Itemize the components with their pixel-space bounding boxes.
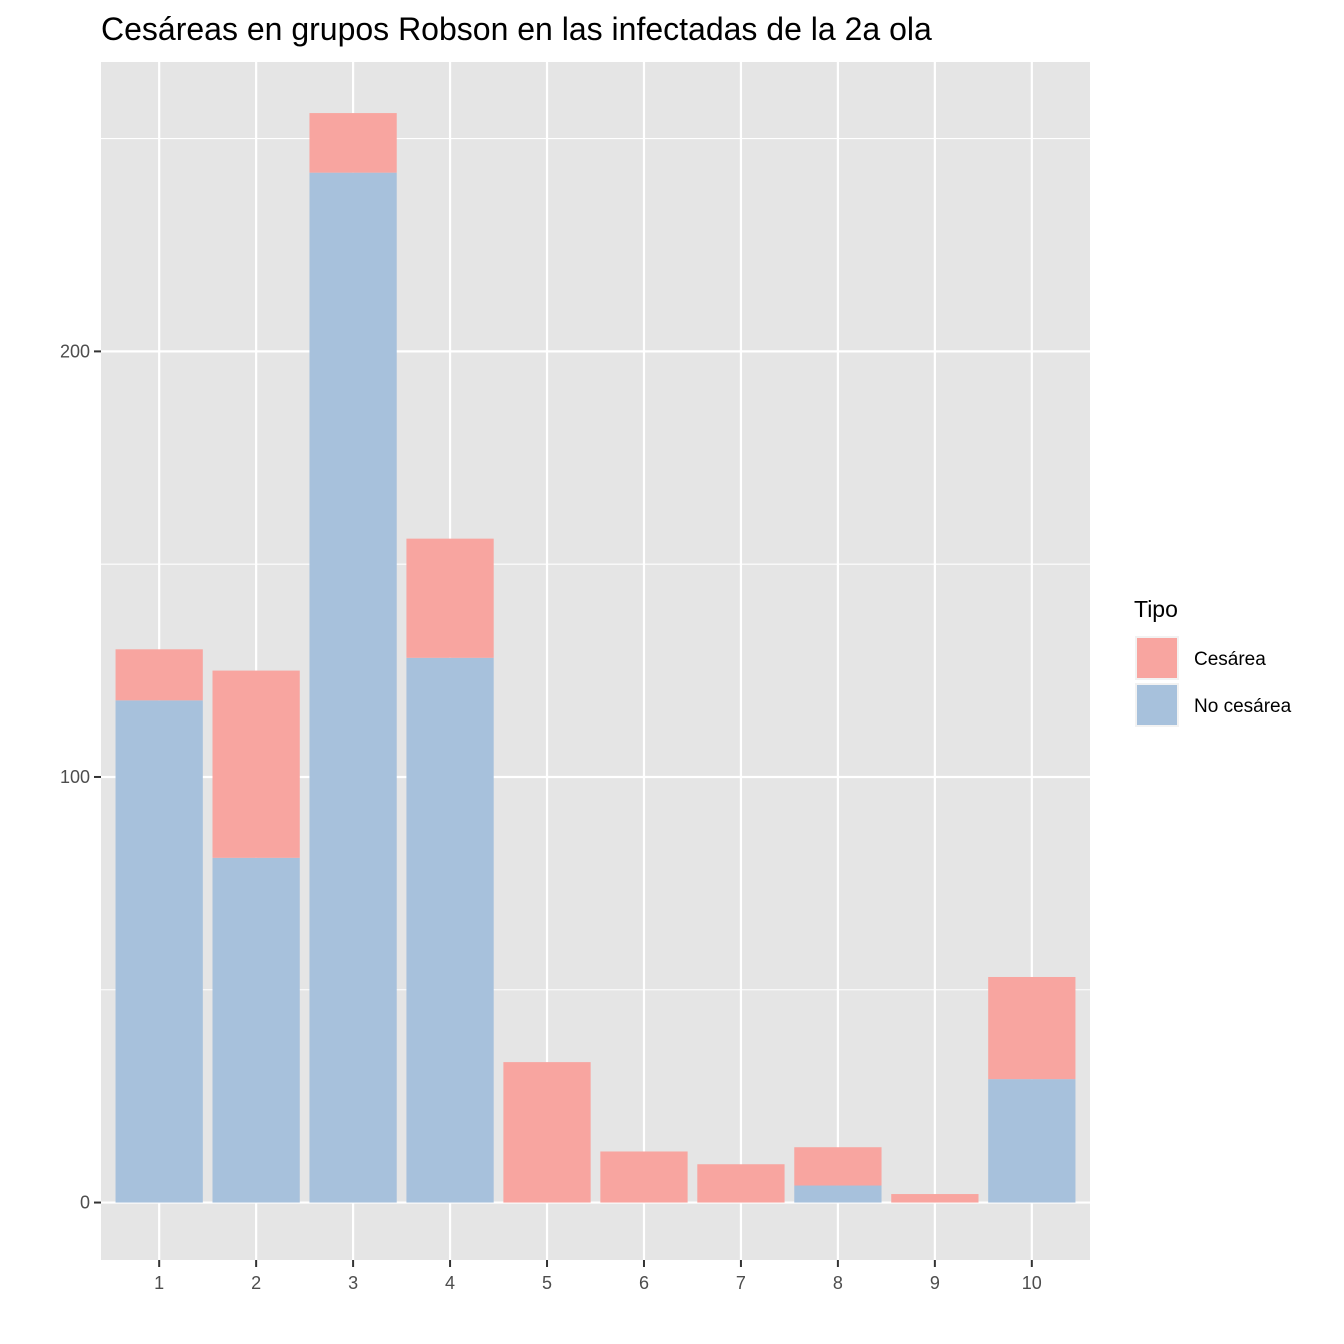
legend-swatch-0: [1137, 638, 1177, 678]
y-tick-label-0: 0: [80, 1193, 90, 1213]
x-axis: 1 2 3 4 5 6 7 8 9 10: [154, 1260, 1042, 1293]
bar-cesarea-5: [503, 1062, 591, 1203]
chart-title: Cesáreas en grupos Robson en las infecta…: [101, 11, 932, 47]
legend-label-0: Cesárea: [1194, 649, 1266, 670]
x-tick-label-3: 3: [348, 1273, 358, 1293]
bar-cesarea-3: [309, 113, 397, 173]
x-tick-label-4: 4: [445, 1273, 455, 1293]
legend-title: Tipo: [1134, 596, 1178, 622]
bars: [115, 113, 1076, 1203]
legend-label-1: No cesárea: [1194, 696, 1292, 717]
bar-no-cesarea-1: [115, 700, 203, 1203]
bar-no-cesarea-4: [406, 657, 494, 1203]
bar-cesarea-10: [988, 976, 1076, 1080]
x-tick-label-6: 6: [639, 1273, 649, 1293]
x-tick-label-5: 5: [542, 1273, 552, 1293]
bar-cesarea-9: [891, 1194, 979, 1203]
y-axis: 0 100 200: [60, 341, 101, 1213]
x-tick-label-7: 7: [736, 1273, 746, 1293]
bar-no-cesarea-2: [212, 857, 300, 1203]
legend: Tipo Cesárea No cesárea: [1134, 596, 1292, 727]
y-tick-label-2: 200: [60, 341, 90, 361]
x-tick-label-2: 2: [251, 1273, 261, 1293]
bar-no-cesarea-3: [309, 172, 397, 1203]
bar-no-cesarea-10: [988, 1079, 1076, 1203]
bar-cesarea-6: [600, 1151, 688, 1203]
bar-cesarea-7: [697, 1164, 785, 1203]
bar-cesarea-8: [794, 1147, 882, 1186]
y-tick-label-1: 100: [60, 767, 90, 787]
bar-cesarea-4: [406, 538, 494, 658]
bar-cesarea-2: [212, 670, 300, 858]
bar-cesarea-1: [115, 649, 203, 701]
legend-swatch-1: [1137, 685, 1177, 725]
x-tick-label-8: 8: [833, 1273, 843, 1293]
x-tick-label-1: 1: [154, 1273, 164, 1293]
bar-no-cesarea-8: [794, 1185, 882, 1203]
x-tick-label-10: 10: [1022, 1273, 1042, 1293]
x-tick-label-9: 9: [930, 1273, 940, 1293]
